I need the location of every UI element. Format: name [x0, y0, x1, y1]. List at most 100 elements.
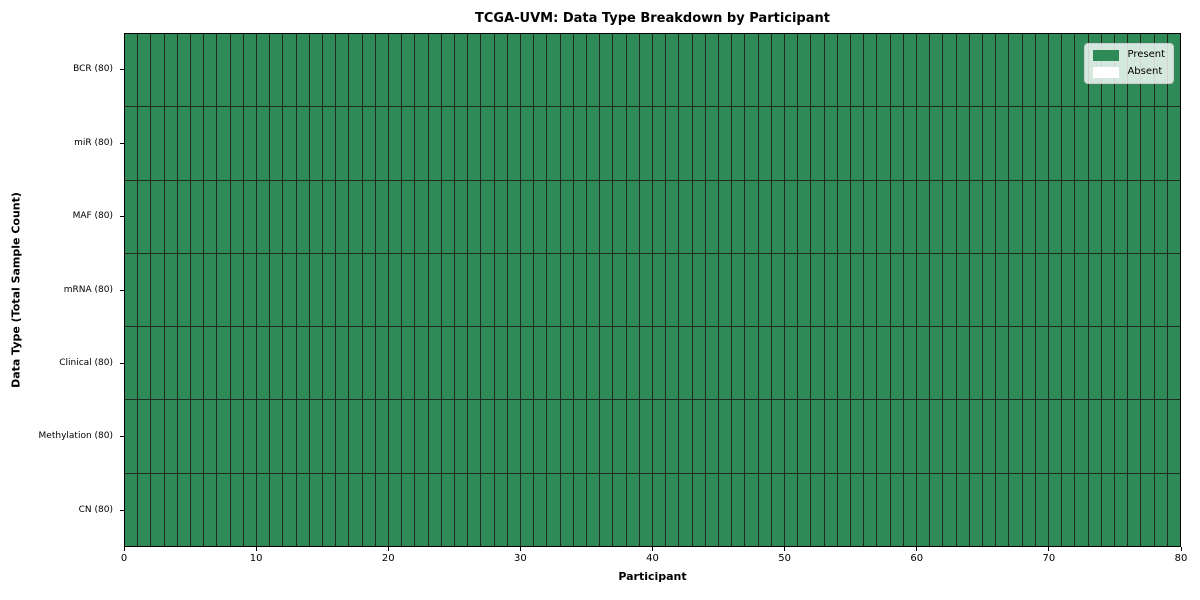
- heatmap-cell: [771, 253, 784, 327]
- x-tick-label: 70: [1042, 553, 1056, 564]
- heatmap-cell: [1141, 107, 1154, 180]
- heatmap-cell: [494, 253, 507, 327]
- heatmap-cell: [679, 327, 692, 400]
- heatmap-cell: [190, 180, 204, 253]
- heatmap-cell: [639, 400, 652, 473]
- heatmap-cell: [639, 34, 652, 107]
- heatmap-cell: [982, 400, 996, 473]
- heatmap-cell: [1048, 253, 1062, 327]
- heatmap-cell: [732, 400, 745, 473]
- heatmap-cell: [138, 473, 151, 546]
- heatmap-cell: [204, 34, 217, 107]
- heatmap-cell: [362, 253, 375, 327]
- heatmap-cell: [652, 473, 666, 546]
- heatmap-cell: [375, 400, 388, 473]
- heatmap-cell: [758, 107, 771, 180]
- heatmap-cell: [811, 253, 824, 327]
- heatmap-cell: [679, 180, 692, 253]
- heatmap-cell: [415, 400, 428, 473]
- heatmap-cell: [705, 107, 718, 180]
- heatmap-cell: [1154, 180, 1167, 253]
- heatmap-cell: [718, 400, 732, 473]
- heatmap-cell: [798, 473, 811, 546]
- heatmap-cell: [850, 107, 864, 180]
- heatmap-cell: [481, 327, 494, 400]
- heatmap-cell: [1022, 107, 1035, 180]
- heatmap-cell: [850, 253, 864, 327]
- heatmap-cell: [190, 107, 204, 180]
- heatmap-cell: [1141, 327, 1154, 400]
- heatmap-cell: [217, 327, 230, 400]
- heatmap-cell: [850, 473, 864, 546]
- heatmap-cell: [837, 400, 850, 473]
- heatmap-cell: [758, 253, 771, 327]
- y-tick-label: MAF (80): [72, 211, 113, 222]
- heatmap-cell: [850, 327, 864, 400]
- heatmap-cell: [349, 180, 362, 253]
- heatmap-cell: [560, 327, 573, 400]
- heatmap-cell: [837, 180, 850, 253]
- heatmap-cell: [375, 253, 388, 327]
- heatmap-cell: [125, 34, 138, 107]
- heatmap-cell: [204, 400, 217, 473]
- heatmap-cell: [732, 327, 745, 400]
- heatmap-cell: [547, 180, 560, 253]
- heatmap-cell: [996, 400, 1009, 473]
- heatmap-cell: [402, 34, 415, 107]
- x-tick-label: 30: [514, 553, 527, 564]
- heatmap-cell: [322, 473, 336, 546]
- y-tick-mark: [120, 362, 124, 364]
- heatmap-cell: [454, 400, 468, 473]
- heatmap-cell: [930, 400, 943, 473]
- heatmap-cell: [600, 107, 613, 180]
- heatmap-cell: [771, 473, 784, 546]
- heatmap-cell: [454, 107, 468, 180]
- heatmap-cell: [388, 327, 402, 400]
- heatmap-cell: [586, 180, 600, 253]
- heatmap-cell: [428, 180, 441, 253]
- heatmap-cell: [679, 34, 692, 107]
- heatmap-cell: [916, 253, 930, 327]
- heatmap-cell: [837, 473, 850, 546]
- heatmap-cell: [270, 180, 283, 253]
- heatmap-cell: [177, 34, 190, 107]
- heatmap-cell: [890, 107, 903, 180]
- heatmap-cell: [151, 473, 164, 546]
- heatmap-cell: [930, 253, 943, 327]
- heatmap-cell: [468, 400, 481, 473]
- heatmap-cell: [943, 180, 956, 253]
- heatmap-cell: [903, 253, 916, 327]
- heatmap-cell: [943, 253, 956, 327]
- heatmap-cell: [190, 34, 204, 107]
- heatmap-cell: [613, 34, 626, 107]
- heatmap-cell: [864, 253, 877, 327]
- heatmap-cell: [824, 327, 837, 400]
- heatmap-cell: [362, 107, 375, 180]
- heatmap-cell: [454, 327, 468, 400]
- heatmap-cell: [296, 253, 309, 327]
- heatmap-cell: [811, 473, 824, 546]
- heatmap-cell: [600, 180, 613, 253]
- x-tick-mark: [652, 547, 653, 551]
- heatmap-cell: [468, 34, 481, 107]
- heatmap-cell: [639, 327, 652, 400]
- heatmap-cell: [758, 400, 771, 473]
- heatmap-cell: [679, 473, 692, 546]
- heatmap-cell: [270, 473, 283, 546]
- heatmap-cell: [573, 473, 586, 546]
- x-tick-mark: [519, 547, 521, 551]
- heatmap-cell: [943, 327, 956, 400]
- heatmap-cell: [468, 107, 481, 180]
- heatmap-cell: [916, 400, 930, 473]
- heatmap-cell: [1048, 34, 1062, 107]
- heatmap-cell: [507, 327, 520, 400]
- heatmap-cell: [969, 400, 982, 473]
- heatmap-cell: [692, 400, 705, 473]
- heatmap-cell: [230, 473, 243, 546]
- heatmap-cell: [336, 34, 349, 107]
- heatmap-cell: [534, 253, 547, 327]
- heatmap-cell: [481, 180, 494, 253]
- heatmap-cell: [824, 473, 837, 546]
- heatmap-cell: [494, 400, 507, 473]
